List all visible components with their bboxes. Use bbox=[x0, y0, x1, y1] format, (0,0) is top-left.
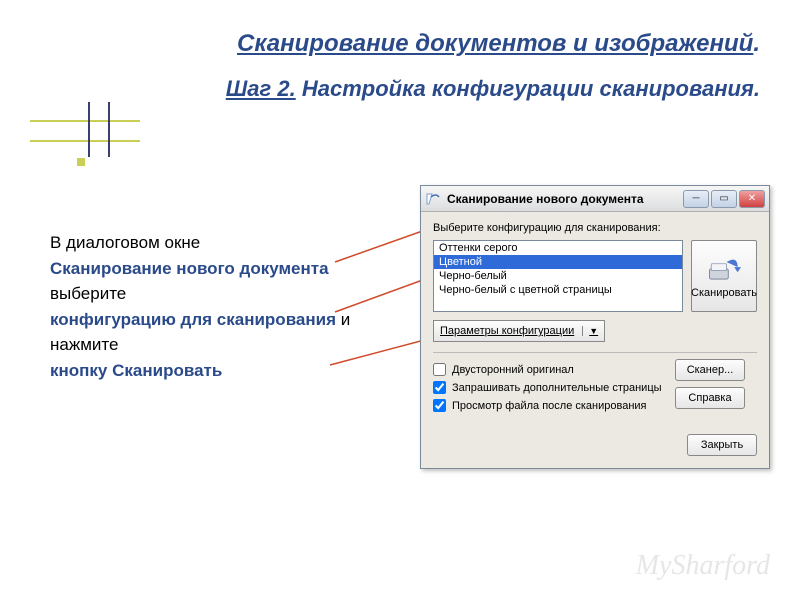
scanner-icon bbox=[707, 253, 741, 283]
config-params-label: Параметры конфигурации bbox=[440, 325, 574, 337]
dialog-title: Сканирование нового документа bbox=[447, 192, 683, 206]
scan-dialog: Сканирование нового документа ─ ▭ ✕ Выбе… bbox=[420, 185, 770, 469]
list-item[interactable]: Черно-белый с цветной страницы bbox=[434, 283, 682, 297]
config-params-button[interactable]: Параметры конфигурации ▼ bbox=[433, 320, 605, 342]
list-item[interactable]: Оттенки серого bbox=[434, 241, 682, 255]
preview-label: Просмотр файла после сканирования bbox=[452, 400, 647, 412]
close-button[interactable]: Закрыть bbox=[687, 434, 757, 456]
scan-button-label: Сканировать bbox=[691, 287, 757, 299]
config-prompt: Выберите конфигурацию для сканирования: bbox=[433, 222, 757, 234]
list-item[interactable]: Цветной bbox=[434, 255, 682, 269]
preview-checkbox[interactable] bbox=[433, 399, 446, 412]
list-item[interactable]: Черно-белый bbox=[434, 269, 682, 283]
scanner-select-button[interactable]: Сканер... bbox=[675, 359, 745, 381]
minimize-button[interactable]: ─ bbox=[683, 190, 709, 208]
app-icon bbox=[425, 191, 441, 207]
maximize-button[interactable]: ▭ bbox=[711, 190, 737, 208]
scan-button[interactable]: Сканировать bbox=[691, 240, 757, 312]
more-pages-label: Запрашивать дополнительные страницы bbox=[452, 382, 662, 394]
dialog-titlebar[interactable]: Сканирование нового документа ─ ▭ ✕ bbox=[421, 186, 769, 212]
duplex-label: Двусторонний оригинал bbox=[452, 364, 574, 376]
more-pages-checkbox[interactable] bbox=[433, 381, 446, 394]
divider bbox=[433, 352, 757, 353]
config-listbox[interactable]: Оттенки серогоЦветнойЧерно-белыйЧерно-бе… bbox=[433, 240, 683, 312]
duplex-checkbox[interactable] bbox=[433, 363, 446, 376]
help-button[interactable]: Справка bbox=[675, 387, 745, 409]
chevron-down-icon: ▼ bbox=[582, 326, 598, 336]
close-window-button[interactable]: ✕ bbox=[739, 190, 765, 208]
